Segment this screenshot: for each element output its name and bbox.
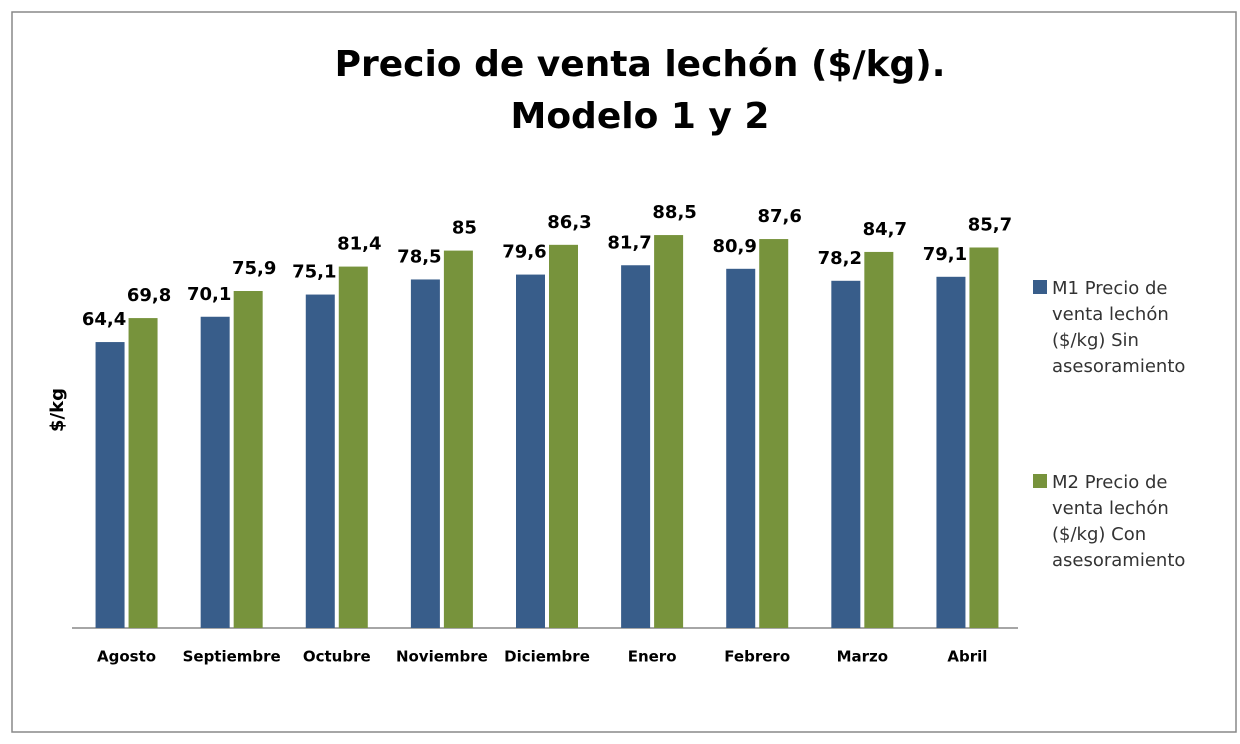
- x-tick-label: Enero: [628, 648, 677, 666]
- bar: [233, 291, 263, 628]
- legend-swatch: [1033, 280, 1047, 294]
- bar: [864, 251, 894, 628]
- bar: [654, 235, 684, 628]
- chart-title: Modelo 1 y 2: [511, 96, 770, 137]
- bar: [305, 294, 335, 628]
- bar: [549, 244, 578, 628]
- bar: [969, 247, 999, 628]
- x-tick-label: Febrero: [724, 648, 790, 666]
- data-label: 75,9: [232, 258, 276, 279]
- data-label: 64,4: [82, 309, 126, 330]
- bar: [936, 276, 966, 628]
- x-tick-label: Septiembre: [183, 648, 281, 666]
- x-tick-label: Noviembre: [396, 648, 488, 666]
- bar: [95, 342, 125, 628]
- data-label: 80,9: [713, 236, 757, 257]
- bar: [338, 266, 368, 628]
- data-label: 79,1: [923, 244, 967, 265]
- bar: [200, 316, 230, 628]
- x-tick-label: Octubre: [303, 648, 371, 666]
- y-axis-label: $/kg: [47, 388, 68, 432]
- data-label: 70,1: [187, 284, 231, 305]
- data-label: 69,8: [127, 285, 171, 306]
- data-label: 75,1: [292, 262, 336, 283]
- data-label: 78,5: [397, 246, 441, 267]
- legend-label: M1 Precio de venta lechón ($/kg) Sin ase…: [1052, 278, 1186, 377]
- data-label: 88,5: [652, 202, 696, 223]
- data-label: 85,7: [968, 214, 1012, 235]
- bar: [759, 239, 789, 628]
- bar: [443, 250, 473, 628]
- x-tick-label: Diciembre: [504, 648, 590, 666]
- chart-title: Precio de venta lechón ($/kg).: [335, 44, 946, 85]
- x-tick-label: Abril: [947, 648, 987, 666]
- bar: [128, 318, 158, 628]
- data-label: 84,7: [863, 219, 907, 240]
- x-tick-label: Marzo: [837, 648, 888, 666]
- data-label: 81,7: [607, 232, 651, 253]
- bar: [621, 265, 651, 628]
- x-tick-label: Agosto: [97, 648, 156, 666]
- data-label: 86,3: [547, 212, 591, 233]
- bar: [410, 279, 440, 628]
- data-label: 78,2: [818, 248, 862, 269]
- bar: [831, 280, 861, 628]
- data-label: 85: [452, 218, 477, 239]
- data-label: 79,6: [502, 242, 546, 263]
- data-label: 81,4: [337, 234, 381, 255]
- data-label: 87,6: [758, 206, 802, 227]
- bar: [516, 274, 545, 628]
- legend-label: M2 Precio de venta lechón ($/kg) Con ase…: [1052, 472, 1186, 571]
- legend-swatch: [1033, 474, 1047, 488]
- bar: [726, 268, 756, 628]
